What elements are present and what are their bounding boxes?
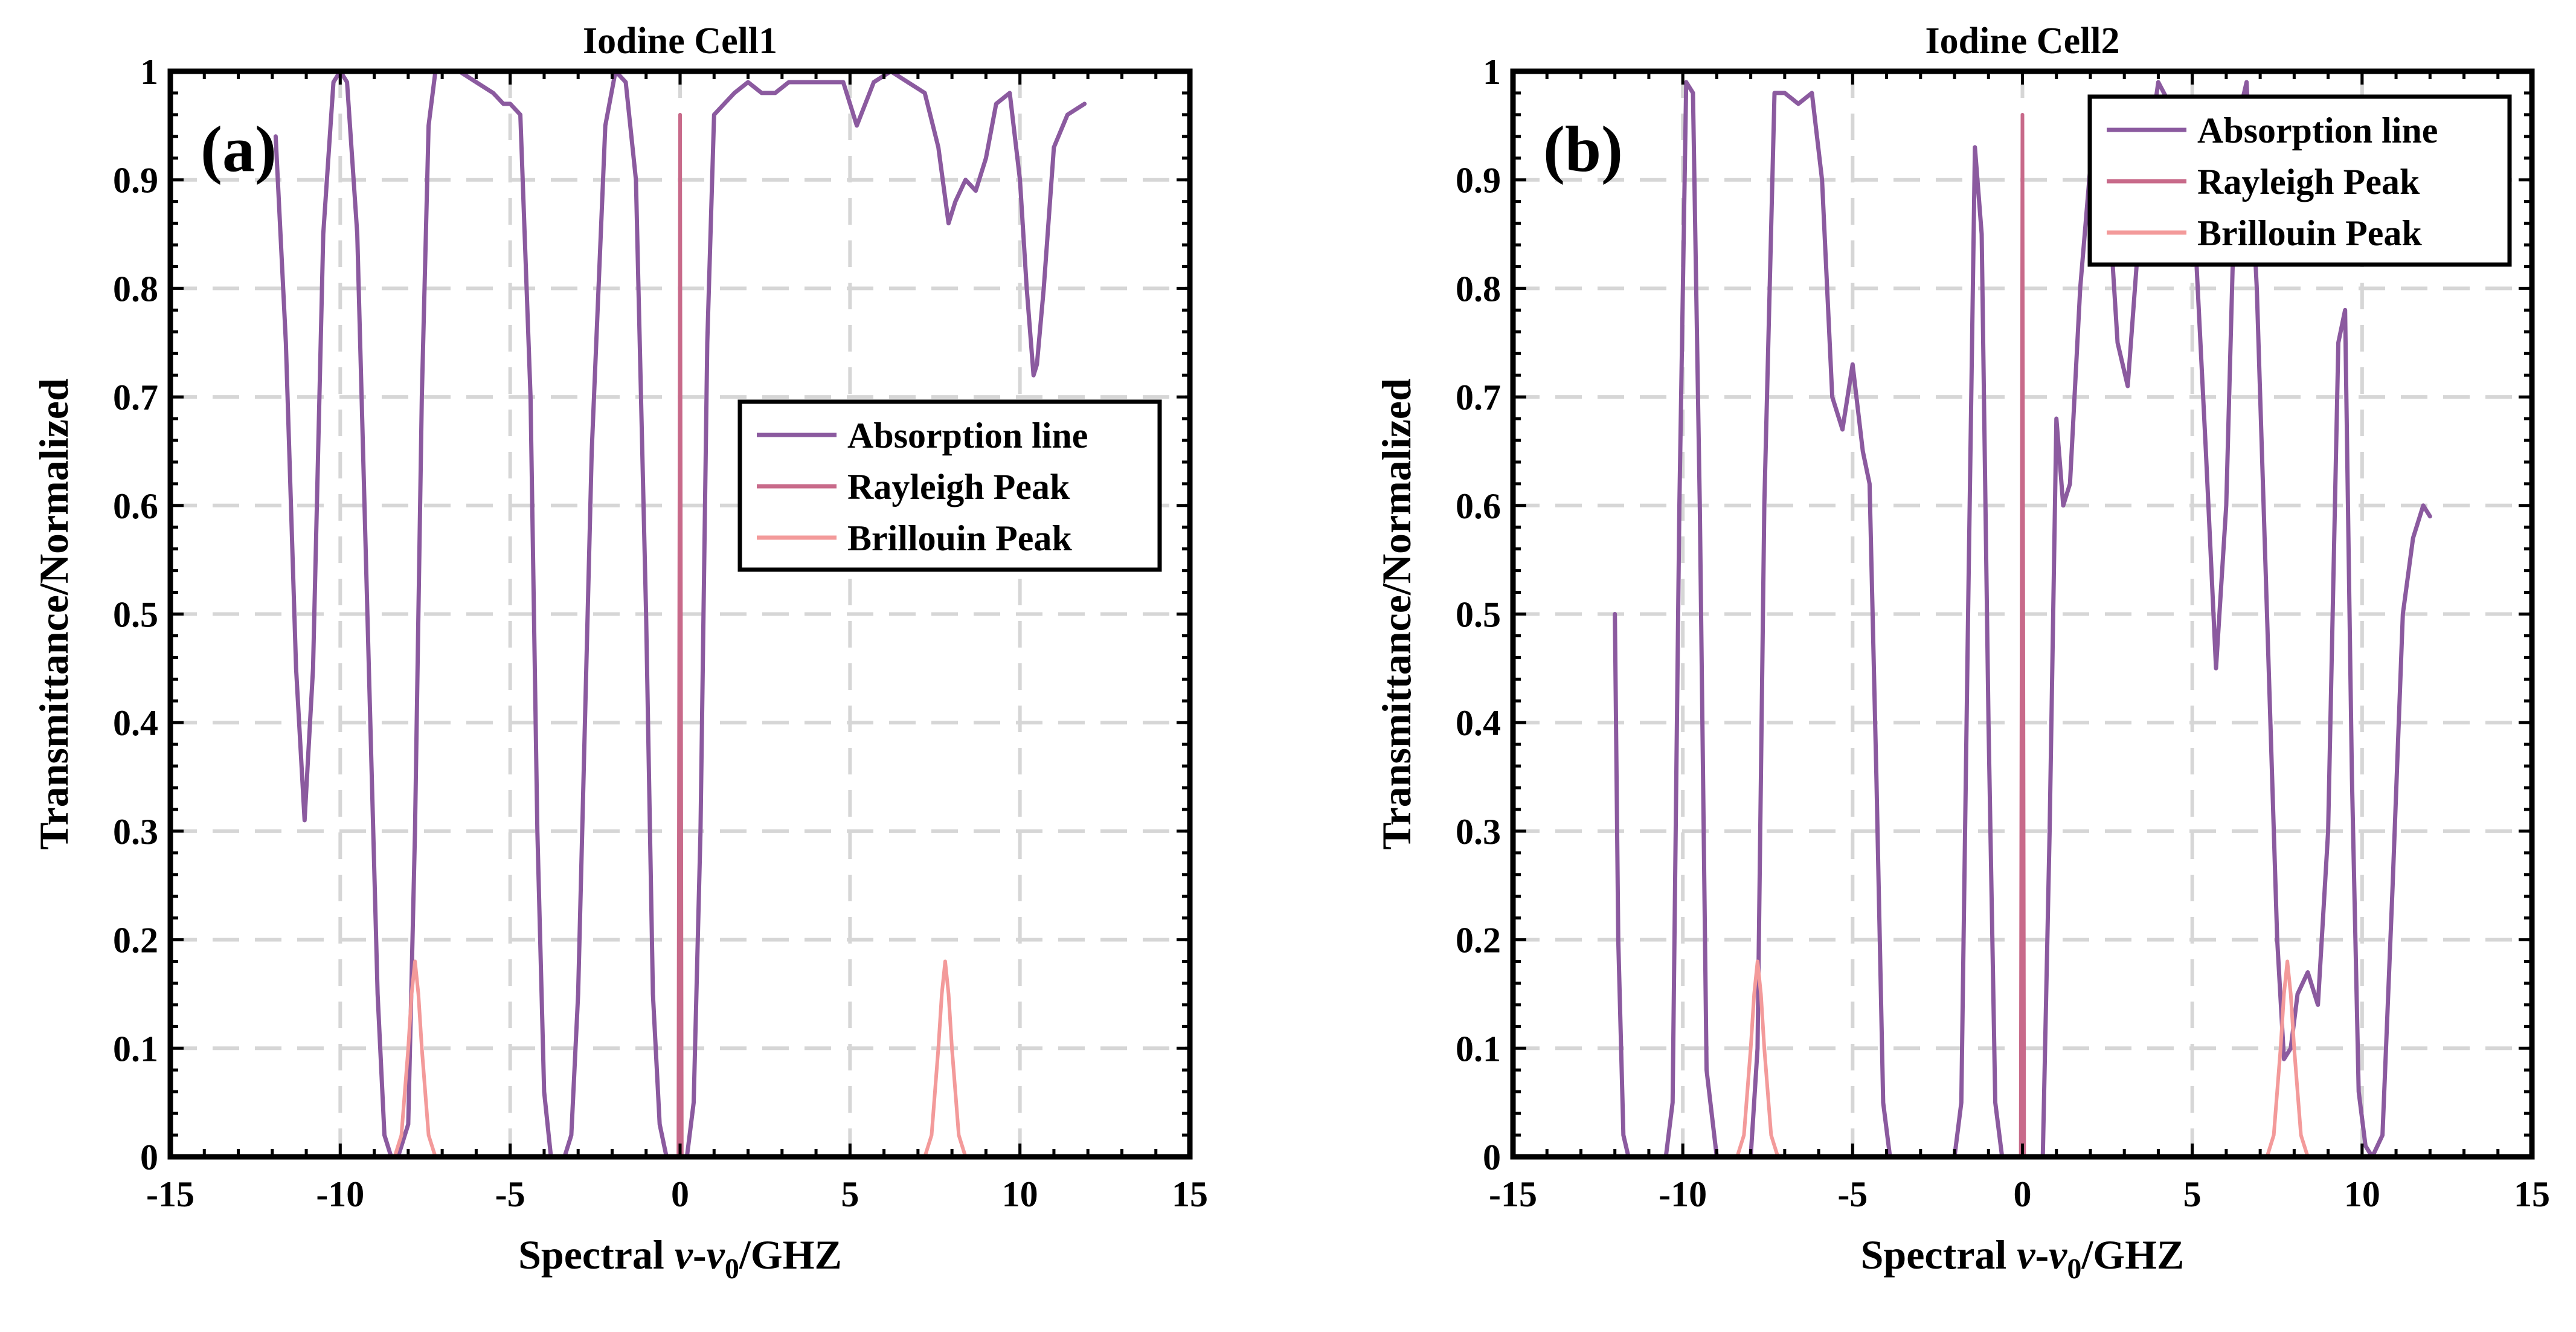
x-tick-label: -5	[1837, 1174, 1868, 1214]
y-tick-label: 0.4	[113, 703, 158, 743]
y-tick-label: 1	[1483, 52, 1501, 92]
y-tick-label: 0.6	[1456, 486, 1501, 526]
legend-label: Absorption line	[2197, 111, 2438, 150]
x-axis-label-dash: -	[2035, 1232, 2049, 1278]
x-axis-label-sub: 0	[2067, 1253, 2081, 1285]
tick-marks	[169, 69, 1192, 1159]
x-axis-label-dash: -	[693, 1232, 707, 1278]
series-rayleigh-peak	[270, 112, 1090, 1159]
y-tick-label: 0.4	[1456, 703, 1501, 743]
y-tick-label: 0.3	[113, 812, 158, 852]
y-tick-label: 0	[1483, 1137, 1501, 1177]
x-axis-label-prefix: Spectral	[518, 1232, 675, 1278]
x-tick-label: 5	[2183, 1174, 2202, 1214]
y-tick-label: 0.8	[1456, 269, 1501, 309]
x-tick-label: -5	[495, 1174, 525, 1214]
legend-label: Brillouin Peak	[847, 518, 1072, 558]
panel-a: -15 -10 -5 0 5 10 1500.10.20.30.40.50.60.70.80…	[31, 21, 1208, 1285]
x-axis-label-nu0: ν	[707, 1232, 725, 1278]
x-axis-label-sub: 0	[725, 1253, 739, 1285]
y-tick-label: 0.9	[113, 161, 158, 201]
legend-label: Brillouin Peak	[2197, 213, 2422, 253]
x-tick-label: 15	[2514, 1174, 2550, 1214]
y-tick-label: 0.3	[1456, 812, 1501, 852]
x-axis-label-prefix: Spectral	[1861, 1232, 2017, 1278]
legend-label: Absorption line	[847, 416, 1088, 455]
y-tick-label: 0.2	[1456, 921, 1501, 960]
y-tick-label: 0.8	[113, 269, 158, 309]
y-tick-label: 1	[140, 52, 158, 92]
x-tick-label: -15	[1489, 1174, 1537, 1214]
x-axis-label: Spectral ν-ν0/GHZ	[518, 1232, 842, 1285]
chart-title: Iodine Cell1	[583, 21, 777, 62]
x-tick-label: 10	[2344, 1174, 2380, 1214]
y-axis-label: Transmittance/Normalized	[1373, 378, 1419, 850]
legend: Absorption line Rayleigh Peak Brillouin Pe…	[737, 399, 1162, 572]
y-tick-label: 0.1	[1456, 1029, 1501, 1069]
x-axis-label-nu: ν	[2017, 1232, 2035, 1278]
y-tick-label: 0.2	[113, 921, 158, 960]
legend: Absorption line Rayleigh Peak Brillouin Pe…	[2087, 94, 2512, 267]
x-tick-label: 0	[2014, 1174, 2032, 1214]
x-tick-label: -15	[146, 1174, 194, 1214]
x-tick-label: 10	[1002, 1174, 1038, 1214]
chart-title: Iodine Cell2	[1925, 21, 2119, 62]
y-tick-label: 0.7	[1456, 378, 1501, 417]
x-axis-label-nu: ν	[675, 1232, 693, 1278]
y-tick-label: 0	[140, 1137, 158, 1177]
panel-b: -15 -10 -5 0 5 10 1500.10.20.30.40.50.60.70.80…	[1373, 21, 2550, 1285]
tick-marks	[1511, 69, 2534, 1159]
y-tick-label: 0.5	[1456, 595, 1501, 635]
legend-label: Rayleigh Peak	[2197, 162, 2420, 202]
x-axis-label-nu0: ν	[2049, 1232, 2067, 1278]
y-tick-label: 0.6	[113, 486, 158, 526]
x-tick-label: 5	[841, 1174, 859, 1214]
x-tick-label: 0	[671, 1174, 689, 1214]
x-tick-label: -10	[316, 1174, 364, 1214]
x-tick-label: -10	[1659, 1174, 1707, 1214]
panel-label: (b)	[1543, 114, 1623, 185]
x-axis-label-suffix: /GHZ	[739, 1232, 842, 1278]
x-tick-label: 15	[1172, 1174, 1208, 1214]
y-tick-label: 0.1	[113, 1029, 158, 1069]
y-axis-label: Transmittance/Normalized	[31, 378, 77, 850]
y-tick-label: 0.9	[1456, 161, 1501, 201]
x-axis-label-suffix: /GHZ	[2081, 1232, 2184, 1278]
y-tick-label: 0.5	[113, 595, 158, 635]
panel-label: (a)	[201, 114, 277, 185]
x-axis-label: Spectral ν-ν0/GHZ	[1861, 1232, 2185, 1285]
legend-label: Rayleigh Peak	[847, 467, 1070, 507]
series-rayleigh-peak	[1613, 112, 2432, 1159]
y-tick-label: 0.7	[113, 378, 158, 417]
